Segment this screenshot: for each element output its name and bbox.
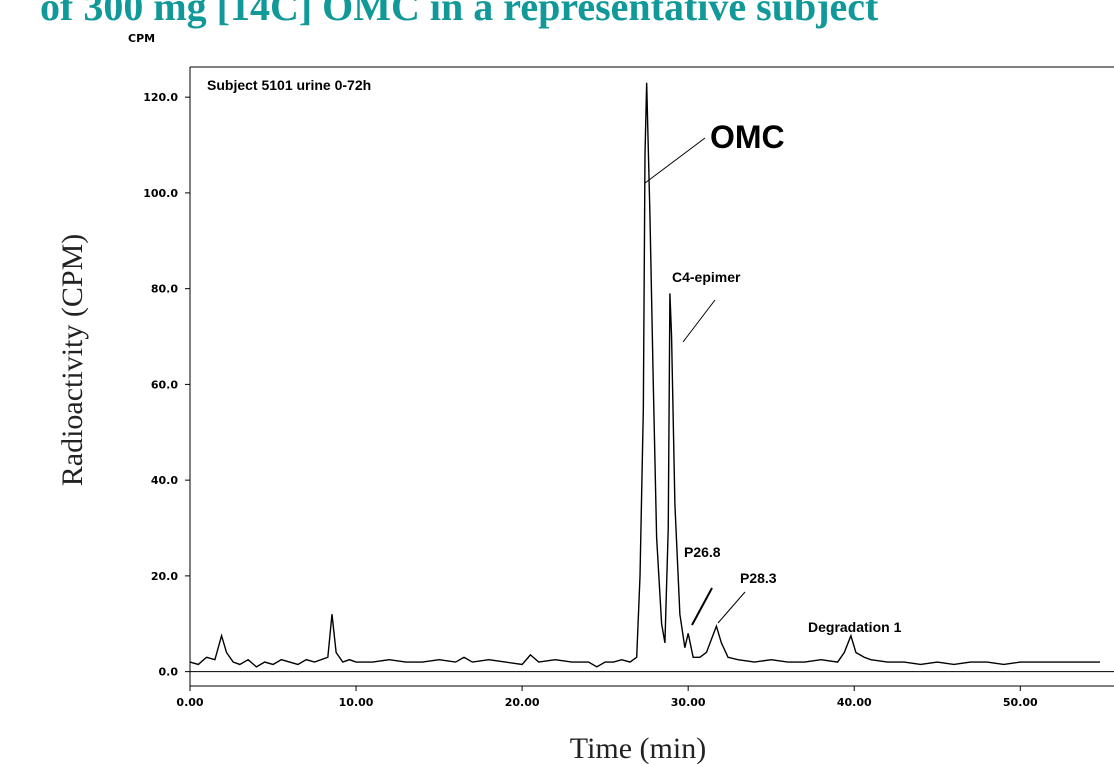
y-tick-label: 20.0 bbox=[151, 570, 178, 583]
leader-line bbox=[682, 299, 716, 343]
x-tick-label: 50.00 bbox=[1003, 696, 1038, 709]
frame bbox=[189, 66, 1114, 687]
x-tick-label: 10.00 bbox=[339, 696, 374, 709]
leader-line bbox=[644, 137, 706, 184]
y-tick-label: 60.0 bbox=[151, 378, 178, 391]
y-tick-label: 40.0 bbox=[151, 474, 178, 487]
annotation: C4-epimer bbox=[672, 269, 741, 285]
annotation: P28.3 bbox=[740, 570, 777, 586]
x-tick-label: 0.00 bbox=[176, 696, 203, 709]
x-tick-label: 30.00 bbox=[671, 696, 706, 709]
x-axis-label: Time (min) bbox=[570, 732, 706, 764]
leader-line bbox=[691, 587, 713, 626]
y-tick-label: 0.0 bbox=[159, 666, 179, 679]
y-tick-label: 100.0 bbox=[143, 187, 178, 200]
x-tick-label: 40.00 bbox=[837, 696, 872, 709]
leader-line bbox=[717, 591, 746, 624]
annotation: Subject 5101 urine 0-72h bbox=[207, 77, 371, 93]
y-tick-label: 120.0 bbox=[143, 91, 178, 104]
y-axis-label: Radioactivity (CPM) bbox=[56, 234, 89, 486]
x-tick-label: 20.00 bbox=[505, 696, 540, 709]
y-tick-label: 80.0 bbox=[151, 283, 178, 296]
annotation: Degradation 1 bbox=[808, 619, 902, 635]
annotation: P26.8 bbox=[684, 544, 721, 560]
chart-title: of 300 mg [14C] OMC in a representative … bbox=[40, 0, 879, 29]
trace bbox=[189, 82, 1100, 668]
y-unit: CPM bbox=[128, 32, 155, 45]
annotation: OMC bbox=[710, 119, 785, 155]
